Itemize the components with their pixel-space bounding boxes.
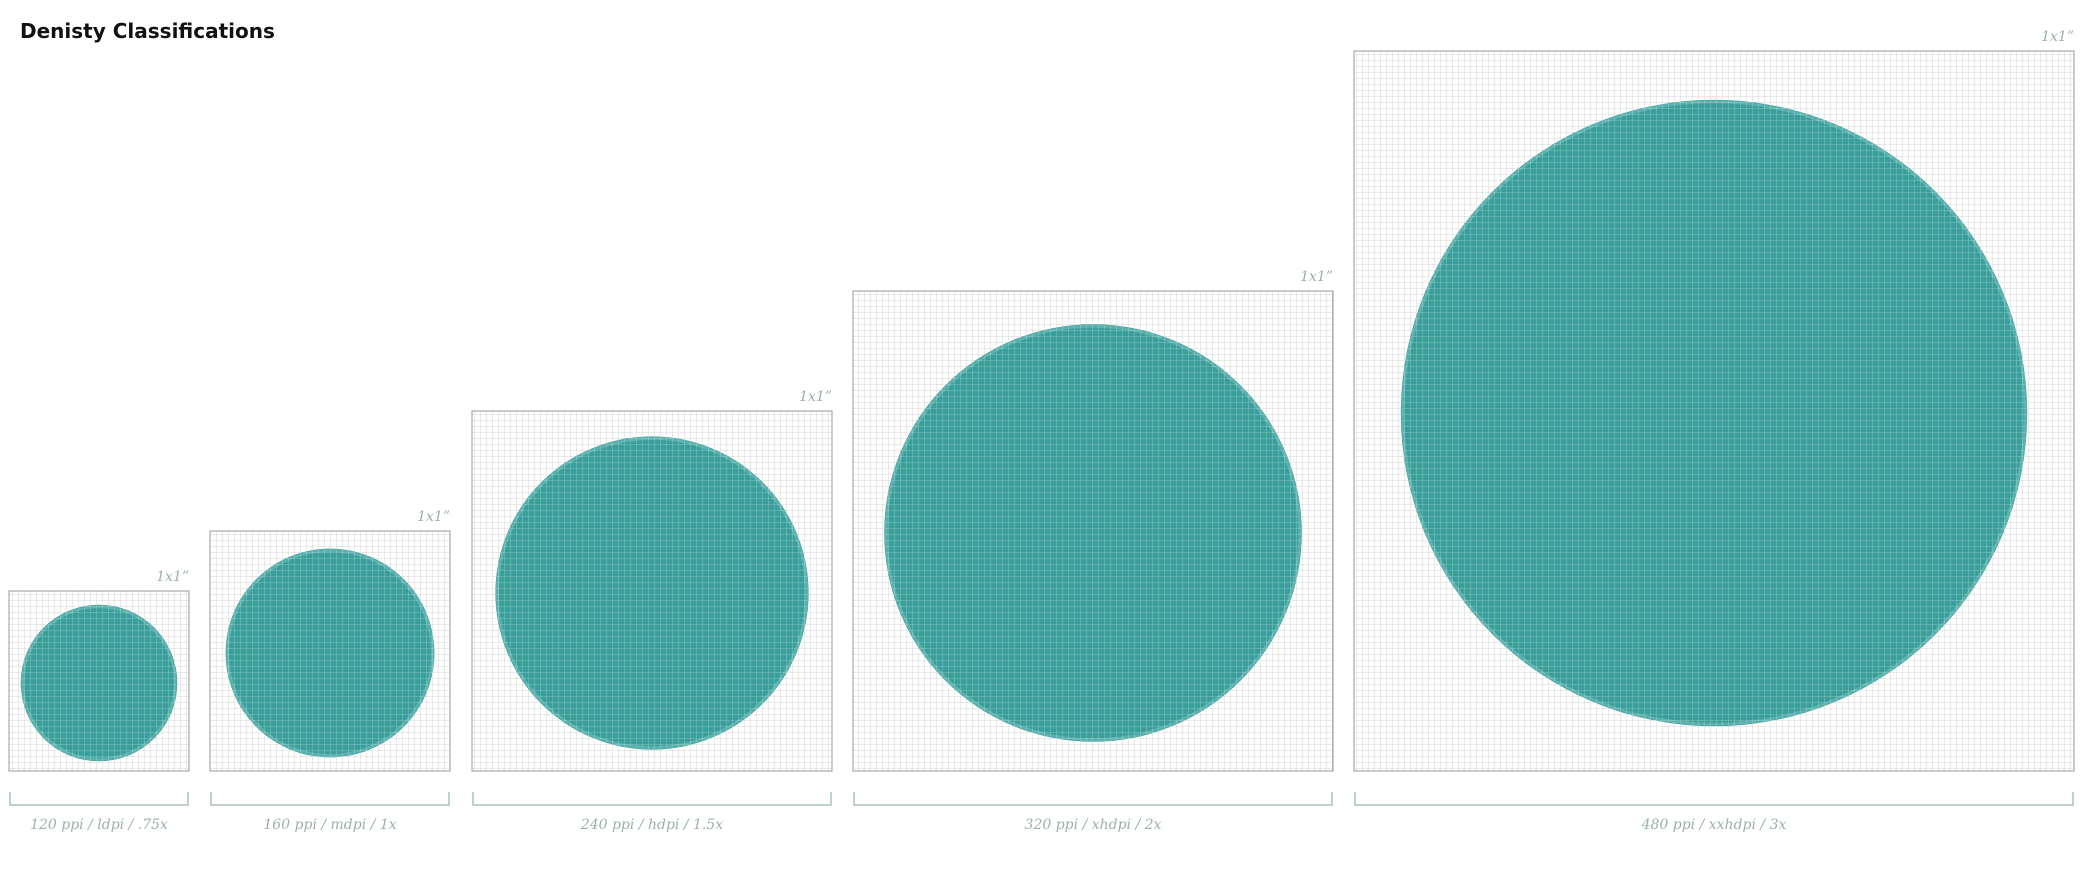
circle-grid: [1400, 99, 2028, 727]
circle-grid: [884, 324, 1302, 742]
circle-grid: [495, 436, 809, 750]
title: Denisty Classifications: [20, 19, 275, 43]
caption: 320 ppi / xhdpi / 2x: [1025, 817, 1162, 833]
caption: 160 ppi / mdpi / 1x: [263, 817, 396, 833]
size-label: 1x1”: [417, 509, 450, 525]
bracket: [853, 792, 1333, 806]
size-label: 1x1”: [799, 389, 832, 405]
bracket: [1354, 792, 2074, 806]
size-label: 1x1”: [2041, 29, 2074, 45]
size-label: 1x1”: [1300, 269, 1333, 285]
circle-grid: [20, 604, 178, 762]
bracket: [210, 792, 450, 806]
size-label: 1x1”: [156, 569, 189, 585]
bracket: [472, 792, 832, 806]
caption: 480 ppi / xxhdpi / 3x: [1641, 817, 1787, 833]
circle-grid: [225, 548, 435, 758]
bracket: [9, 792, 189, 806]
caption: 240 ppi / hdpi / 1.5x: [580, 817, 723, 833]
caption: 120 ppi / ldpi / .75x: [30, 817, 168, 833]
